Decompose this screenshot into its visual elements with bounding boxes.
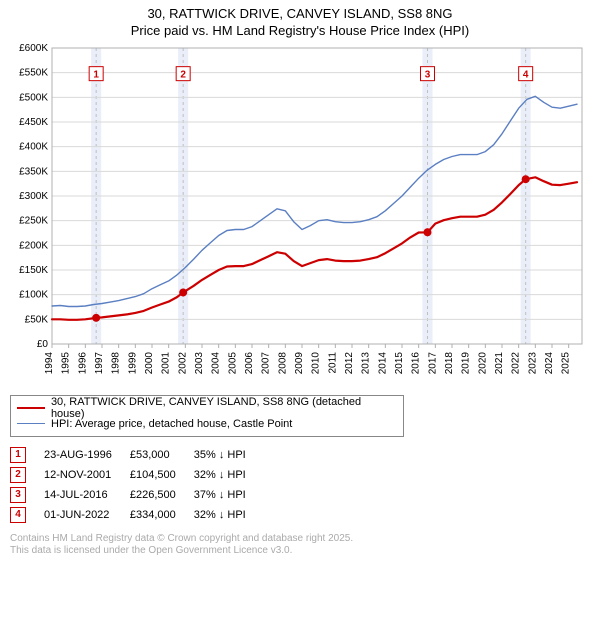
legend-label: 30, RATTWICK DRIVE, CANVEY ISLAND, SS8 8… (51, 396, 397, 420)
svg-text:2021: 2021 (494, 351, 505, 374)
svg-text:2023: 2023 (527, 351, 538, 374)
svg-text:2009: 2009 (294, 351, 305, 374)
svg-text:2002: 2002 (177, 351, 188, 374)
transaction-price: £334,000 (130, 505, 194, 525)
svg-text:£100K: £100K (19, 289, 48, 300)
transaction-badge: 1 (10, 447, 26, 463)
transaction-date: 23-AUG-1996 (44, 445, 130, 465)
svg-text:2005: 2005 (227, 351, 238, 374)
svg-text:1999: 1999 (127, 351, 138, 374)
chart-svg: £0 £50K £100K £150K £200K £250K £300K £350K £400… (10, 44, 590, 389)
svg-text:1997: 1997 (94, 351, 105, 374)
transaction-badge: 3 (10, 487, 26, 503)
svg-text:2018: 2018 (444, 351, 455, 374)
svg-text:£400K: £400K (19, 141, 48, 152)
svg-text:2001: 2001 (161, 351, 172, 374)
transaction-row: 2 12-NOV-2001£104,50032% ↓ HPI (10, 465, 264, 485)
svg-text:2011: 2011 (327, 351, 338, 373)
svg-text:2022: 2022 (511, 351, 522, 374)
svg-text:£0: £0 (37, 339, 49, 350)
svg-text:2013: 2013 (361, 351, 372, 374)
svg-text:2019: 2019 (461, 351, 472, 374)
footer-line-2: This data is licensed under the Open Gov… (10, 545, 590, 557)
svg-text:1994: 1994 (44, 351, 55, 374)
svg-text:2007: 2007 (261, 351, 272, 374)
transaction-badge: 4 (10, 507, 26, 523)
svg-text:£200K: £200K (19, 240, 48, 251)
svg-text:1995: 1995 (61, 351, 72, 374)
transaction-delta: 35% ↓ HPI (194, 445, 264, 465)
legend-row: 30, RATTWICK DRIVE, CANVEY ISLAND, SS8 8… (17, 400, 397, 416)
svg-text:2010: 2010 (311, 351, 322, 374)
svg-text:2000: 2000 (144, 351, 155, 374)
footer-line-1: Contains HM Land Registry data © Crown c… (10, 533, 590, 545)
legend: 30, RATTWICK DRIVE, CANVEY ISLAND, SS8 8… (10, 395, 404, 437)
price-chart: £0 £50K £100K £150K £200K £250K £300K £350K £400… (10, 44, 590, 389)
svg-text:£300K: £300K (19, 191, 48, 202)
svg-text:2014: 2014 (377, 351, 388, 374)
svg-text:£50K: £50K (25, 314, 49, 325)
transaction-date: 12-NOV-2001 (44, 465, 130, 485)
svg-text:£450K: £450K (19, 117, 48, 128)
transaction-row: 4 01-JUN-2022£334,00032% ↓ HPI (10, 505, 264, 525)
title-subtitle: Price paid vs. HM Land Registry's House … (10, 23, 590, 40)
svg-text:£150K: £150K (19, 265, 48, 276)
svg-text:£350K: £350K (19, 166, 48, 177)
svg-text:4: 4 (523, 69, 529, 80)
transaction-price: £104,500 (130, 465, 194, 485)
transaction-date: 01-JUN-2022 (44, 505, 130, 525)
svg-text:2008: 2008 (277, 351, 288, 374)
svg-text:2017: 2017 (427, 351, 438, 374)
svg-text:2006: 2006 (244, 351, 255, 374)
svg-text:1996: 1996 (77, 351, 88, 374)
transaction-date: 14-JUL-2016 (44, 485, 130, 505)
transaction-row: 3 14-JUL-2016£226,50037% ↓ HPI (10, 485, 264, 505)
svg-text:£550K: £550K (19, 67, 48, 78)
svg-text:£250K: £250K (19, 215, 48, 226)
svg-text:2025: 2025 (561, 351, 572, 374)
svg-text:£500K: £500K (19, 92, 48, 103)
svg-text:2: 2 (180, 69, 186, 80)
transaction-price: £226,500 (130, 485, 194, 505)
svg-text:2016: 2016 (411, 351, 422, 374)
svg-text:2004: 2004 (211, 351, 222, 374)
legend-swatch (17, 407, 45, 409)
legend-swatch (17, 423, 45, 424)
svg-text:3: 3 (425, 69, 431, 80)
svg-text:2015: 2015 (394, 351, 405, 374)
transaction-delta: 32% ↓ HPI (194, 505, 264, 525)
svg-text:2024: 2024 (544, 351, 555, 374)
footer: Contains HM Land Registry data © Crown c… (10, 533, 590, 557)
title-address: 30, RATTWICK DRIVE, CANVEY ISLAND, SS8 8… (10, 6, 590, 23)
svg-text:2003: 2003 (194, 351, 205, 374)
transaction-price: £53,000 (130, 445, 194, 465)
svg-text:2020: 2020 (477, 351, 488, 374)
transaction-delta: 32% ↓ HPI (194, 465, 264, 485)
transaction-delta: 37% ↓ HPI (194, 485, 264, 505)
svg-text:2012: 2012 (344, 351, 355, 374)
svg-text:1: 1 (93, 69, 99, 80)
svg-text:£600K: £600K (19, 44, 48, 54)
legend-label: HPI: Average price, detached house, Cast… (51, 418, 292, 430)
transaction-row: 1 23-AUG-1996£53,00035% ↓ HPI (10, 445, 264, 465)
svg-text:1998: 1998 (111, 351, 122, 374)
transaction-badge: 2 (10, 467, 26, 483)
transactions-table: 1 23-AUG-1996£53,00035% ↓ HPI 2 12-NOV-2001… (10, 445, 264, 525)
